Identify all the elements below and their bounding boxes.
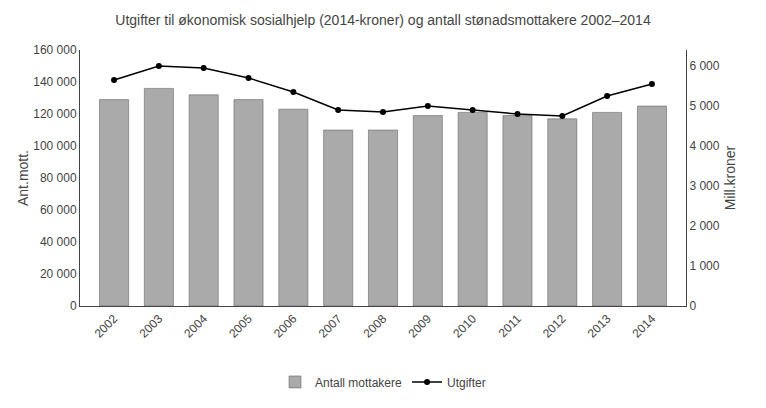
svg-text:2008: 2008 [361,312,390,341]
svg-text:Ant.mott.: Ant.mott. [15,150,31,206]
svg-text:0: 0 [70,299,77,313]
svg-text:120 000: 120 000 [33,107,77,121]
svg-text:2007: 2007 [316,312,345,341]
svg-text:6 000: 6 000 [689,59,719,73]
svg-text:0: 0 [689,299,696,313]
svg-text:Antall mottakere: Antall mottakere [315,376,402,390]
svg-text:2003: 2003 [136,312,165,341]
svg-text:2009: 2009 [405,312,434,341]
svg-text:Utgifter: Utgifter [447,376,486,390]
svg-text:2002: 2002 [92,312,121,341]
svg-text:160 000: 160 000 [33,43,77,57]
svg-text:Mill.kroner: Mill.kroner [722,145,738,210]
svg-text:Utgifter til økonomisk sosialh: Utgifter til økonomisk sosialhjelp (2014… [115,12,651,28]
svg-text:60 000: 60 000 [40,203,77,217]
svg-text:2004: 2004 [181,312,210,341]
svg-text:100 000: 100 000 [33,139,77,153]
svg-text:1 000: 1 000 [689,259,719,273]
svg-text:40 000: 40 000 [40,235,77,249]
svg-text:3 000: 3 000 [689,179,719,193]
svg-text:2012: 2012 [540,312,569,341]
svg-text:2006: 2006 [271,312,300,341]
svg-text:140 000: 140 000 [33,75,77,89]
svg-text:2 000: 2 000 [689,219,719,233]
svg-text:2014: 2014 [630,312,659,341]
svg-text:2010: 2010 [450,312,479,341]
svg-text:5 000: 5 000 [689,99,719,113]
svg-text:2013: 2013 [585,312,614,341]
svg-text:4 000: 4 000 [689,139,719,153]
svg-text:20 000: 20 000 [40,267,77,281]
svg-text:2005: 2005 [226,312,255,341]
svg-text:2011: 2011 [496,312,524,340]
svg-text:80 000: 80 000 [40,171,77,185]
